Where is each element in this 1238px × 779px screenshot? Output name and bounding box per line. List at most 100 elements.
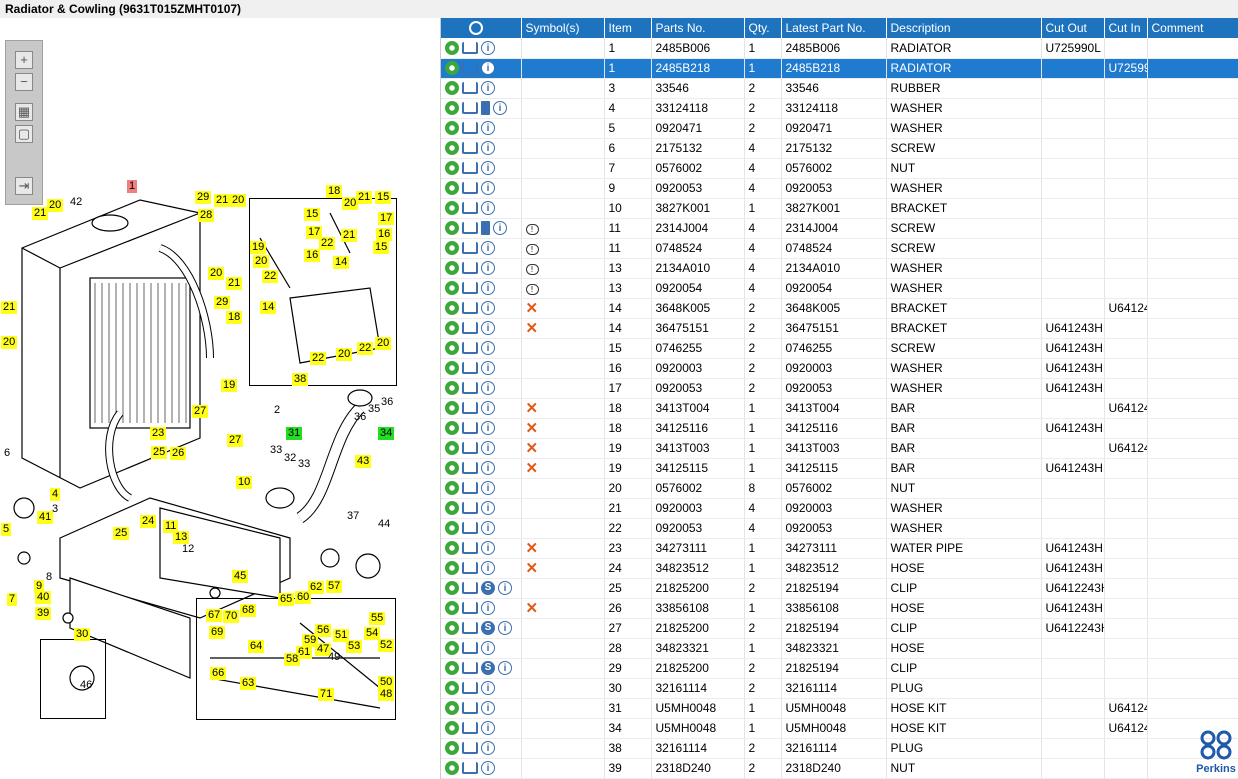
document-icon[interactable]	[481, 101, 490, 116]
cart-icon[interactable]	[462, 602, 478, 615]
info-icon[interactable]: i	[481, 721, 495, 736]
callout-30[interactable]: 30	[74, 628, 91, 641]
callout-33[interactable]: 33	[298, 458, 311, 470]
cart-icon[interactable]	[462, 642, 478, 655]
callout-15[interactable]: 15	[304, 208, 321, 221]
callout-65[interactable]: 65	[278, 593, 295, 606]
gear-icon[interactable]	[445, 521, 459, 536]
info-icon[interactable]: i	[493, 101, 507, 116]
callout-21[interactable]: 21	[341, 229, 358, 242]
toggle-panel-button[interactable]: ⇥	[15, 177, 33, 195]
callout-22[interactable]: 22	[357, 342, 374, 355]
table-row[interactable]: i ✕ 24 34823512 1 34823512 HOSE U641243H	[441, 558, 1238, 579]
callout-59[interactable]: 59	[302, 634, 319, 647]
callout-39[interactable]: 39	[35, 607, 52, 620]
info-icon[interactable]: i	[481, 741, 495, 756]
gear-icon[interactable]	[445, 361, 459, 376]
table-row[interactable]: i 22 0920053 4 0920053 WASHER	[441, 518, 1238, 539]
cart-icon[interactable]	[462, 362, 478, 375]
info-icon[interactable]: i	[481, 481, 495, 496]
info-icon[interactable]: i	[481, 381, 495, 396]
table-row[interactable]: i 30 32161114 2 32161114 PLUG	[441, 678, 1238, 699]
cart-icon[interactable]	[462, 62, 478, 75]
column-header-symbol-s[interactable]: Symbol(s)	[521, 18, 605, 38]
s-badge-icon[interactable]: S	[481, 581, 495, 596]
callout-16[interactable]: 16	[376, 228, 393, 241]
gear-icon[interactable]	[445, 681, 459, 696]
callout-35[interactable]: 35	[368, 403, 381, 415]
callout-20[interactable]: 20	[253, 255, 270, 268]
s-badge-icon[interactable]: S	[481, 661, 495, 676]
callout-20[interactable]: 20	[47, 199, 64, 212]
table-row[interactable]: i 28 34823321 1 34823321 HOSE	[441, 638, 1238, 659]
callout-40[interactable]: 40	[35, 591, 52, 604]
callout-56[interactable]: 56	[315, 624, 332, 637]
gear-icon[interactable]	[445, 161, 459, 176]
gear-icon[interactable]	[445, 261, 459, 276]
parts-diagram[interactable]: + − ▦ ▢ ⇥ 1 42 21 20 29 21 20 28 20 21 29 18 21 20 19 3…	[0, 18, 436, 779]
cart-icon[interactable]	[462, 702, 478, 715]
cart-icon[interactable]	[462, 42, 478, 55]
gear-icon[interactable]	[445, 61, 459, 76]
cart-icon[interactable]	[462, 762, 478, 775]
gear-icon[interactable]	[445, 221, 459, 236]
callout-33[interactable]: 33	[270, 444, 283, 456]
callout-23[interactable]: 23	[150, 427, 167, 440]
column-header-latest-part-no[interactable]: Latest Part No.	[781, 18, 887, 38]
cart-icon[interactable]	[462, 262, 478, 275]
callout-9[interactable]: 9	[34, 580, 45, 593]
callout-51[interactable]: 51	[333, 629, 350, 642]
callout-64[interactable]: 64	[248, 640, 265, 653]
cart-icon[interactable]	[462, 82, 478, 95]
gear-icon[interactable]	[445, 341, 459, 356]
zoom-in-button[interactable]: +	[15, 51, 33, 69]
info-icon[interactable]: i	[481, 301, 495, 316]
callout-7[interactable]: 7	[7, 593, 18, 606]
callout-46[interactable]: 46	[80, 679, 93, 691]
callout-13[interactable]: 13	[173, 531, 190, 544]
cart-icon[interactable]	[462, 422, 478, 435]
info-icon[interactable]: i	[481, 701, 495, 716]
cart-icon[interactable]	[462, 322, 478, 335]
callout-18[interactable]: 18	[226, 311, 243, 324]
cart-icon[interactable]	[462, 542, 478, 555]
info-icon[interactable]: i	[481, 201, 495, 216]
callout-36[interactable]: 36	[354, 411, 367, 423]
s-badge-icon[interactable]: S	[481, 621, 495, 636]
info-icon[interactable]: i	[481, 181, 495, 196]
gear-icon[interactable]	[445, 141, 459, 156]
info-icon[interactable]: i	[481, 641, 495, 656]
info-icon[interactable]: i	[481, 361, 495, 376]
gear-icon[interactable]	[445, 581, 459, 596]
column-header-description[interactable]: Description	[886, 18, 1042, 38]
callout-16[interactable]: 16	[304, 249, 321, 262]
info-icon[interactable]: i	[481, 261, 495, 276]
table-row[interactable]: i 4 33124118 2 33124118 WASHER	[441, 98, 1238, 119]
info-icon[interactable]: i	[481, 421, 495, 436]
info-icon[interactable]: i	[498, 621, 512, 636]
table-row[interactable]: i ✕ 14 36475151 2 36475151 BRACKET U641243H	[441, 318, 1238, 339]
callout-5[interactable]: 5	[1, 523, 12, 536]
info-icon[interactable]: i	[481, 521, 495, 536]
gear-icon[interactable]	[445, 481, 459, 496]
cart-icon[interactable]	[462, 462, 478, 475]
table-row[interactable]: i ✕ 14 3648K005 2 3648K005 BRACKET U64124	[441, 298, 1238, 319]
info-icon[interactable]: i	[481, 601, 495, 616]
callout-14[interactable]: 14	[333, 256, 350, 269]
callout-22[interactable]: 22	[310, 352, 327, 365]
gear-icon[interactable]	[445, 281, 459, 296]
cart-icon[interactable]	[462, 502, 478, 515]
info-icon[interactable]: i	[481, 341, 495, 356]
column-header-parts-no[interactable]: Parts No.	[651, 18, 745, 38]
table-row[interactable]: i 20 0576002 8 0576002 NUT	[441, 478, 1238, 499]
table-row[interactable]: i 39 2318D240 2 2318D240 NUT	[441, 758, 1238, 779]
cart-icon[interactable]	[462, 202, 478, 215]
table-row[interactable]: i 17 0920053 2 0920053 WASHER U641243H	[441, 378, 1238, 399]
gear-icon[interactable]	[445, 741, 459, 756]
table-row[interactable]: i! 13 0920054 4 0920054 WASHER	[441, 278, 1238, 299]
callout-3[interactable]: 3	[52, 503, 59, 515]
gear-icon[interactable]	[445, 301, 459, 316]
table-row[interactable]: i 7 0576002 4 0576002 NUT	[441, 158, 1238, 179]
info-icon[interactable]: i	[481, 121, 495, 136]
